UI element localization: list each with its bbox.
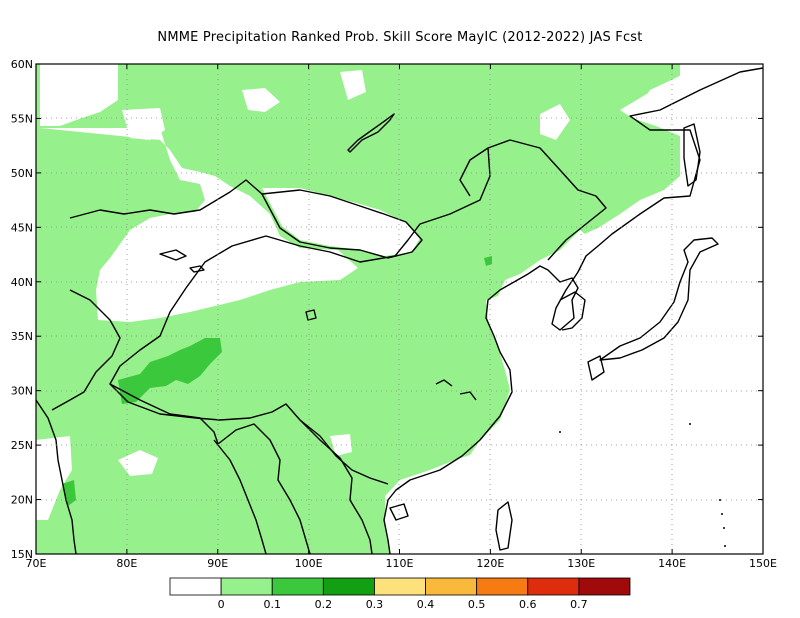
lon-tick-label: 110E [386,557,414,570]
lon-tick-label: 150E [749,557,777,570]
colorbar-label: 0.7 [570,598,588,611]
lat-tick-label: 30N [11,385,33,398]
colorbar-label: 0.2 [315,598,333,611]
lat-tick-label: 60N [11,58,33,71]
colorbar-swatch [374,578,425,595]
colorbar-label: 0.6 [519,598,537,611]
colorbar-swatch [477,578,528,595]
lat-tick-label: 35N [11,330,33,343]
colorbar: 0 0.1 0.2 0.3 0.4 0.5 0.6 0.7 [170,578,630,611]
colorbar-swatch [528,578,579,595]
island-dot [721,513,723,515]
colorbar-label: 0 [218,598,225,611]
lat-tick-label: 50N [11,167,33,180]
colorbar-label: 0.1 [263,598,281,611]
lat-tick-label: 25N [11,439,33,452]
island-dot [719,499,721,501]
lon-tick-label: 80E [116,557,137,570]
colorbar-swatch [323,578,374,595]
lat-tick-label: 20N [11,494,33,507]
lon-tick-label: 140E [658,557,686,570]
map-area [36,64,763,554]
colorbar-label: 0.4 [417,598,435,611]
island-dot [559,431,561,433]
island-dot [723,527,725,529]
lon-tick-label: 90E [207,557,228,570]
island-dot [689,423,691,425]
lat-tick-label: 40N [11,276,33,289]
colorbar-label: 0.5 [468,598,486,611]
colorbar-label: 0.3 [366,598,384,611]
colorbar-swatch [170,578,221,595]
lon-tick-label: 130E [567,557,595,570]
colorbar-swatch [579,578,630,595]
lon-tick-label: 100E [295,557,323,570]
lat-tick-label: 55N [11,112,33,125]
lat-tick-label: 15N [11,548,33,561]
colorbar-swatch [221,578,272,595]
lat-tick-label: 45N [11,221,33,234]
colorbar-swatch [272,578,323,595]
lon-tick-label: 120E [476,557,504,570]
island-dot [724,545,726,547]
colorbar-swatch [426,578,477,595]
